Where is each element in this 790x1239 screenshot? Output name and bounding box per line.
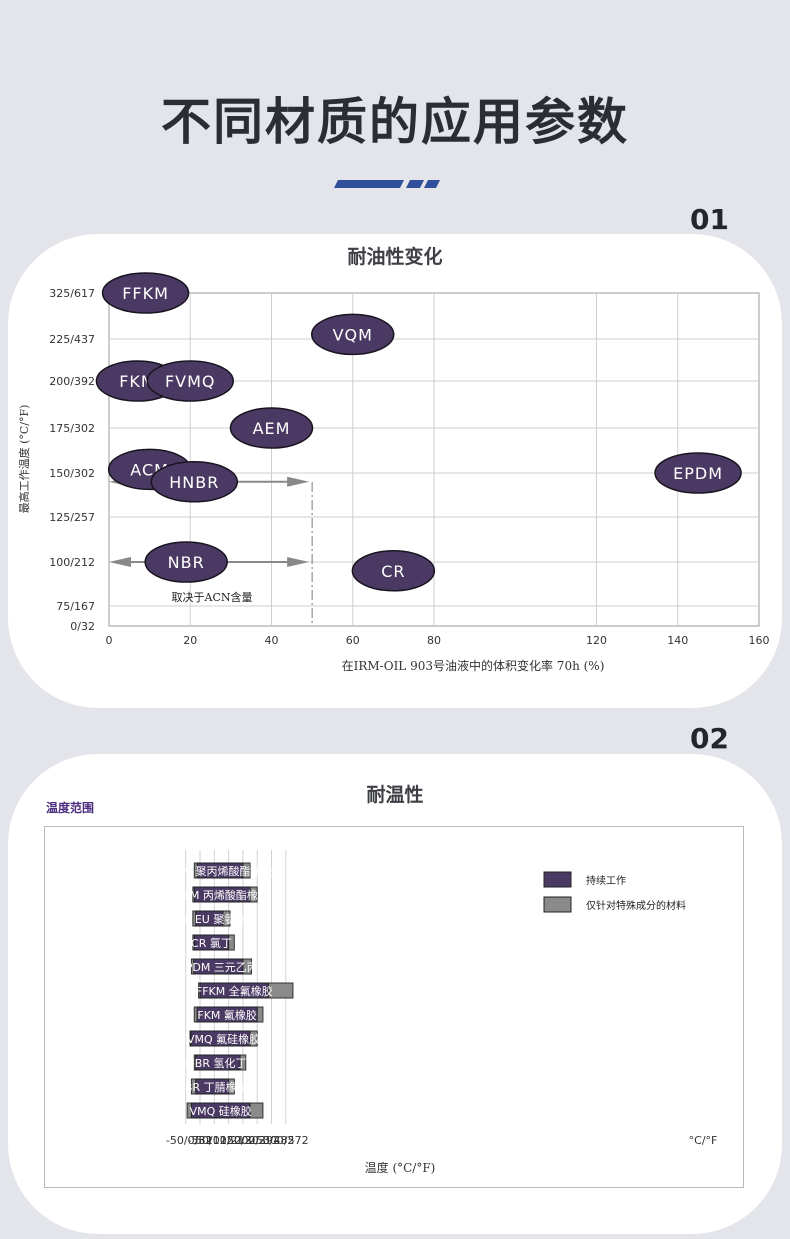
point-label-hnbr: HNBR: [169, 473, 219, 492]
x-unit-label: °C/°F: [689, 1134, 718, 1147]
bar-continuous-range: [193, 958, 244, 975]
point-bubble-cr: [351, 550, 436, 592]
point-label-ffkm: FFKM: [122, 284, 169, 303]
bar-continuous-range: [196, 862, 244, 879]
point-label-vqm: VQM: [333, 325, 373, 344]
bar-label: AU, EU 聚氨酯: [172, 913, 246, 926]
x-tick-label: -50/-58: [166, 1134, 206, 1147]
acn-annotation: 取决于ACN含量: [172, 590, 253, 604]
y-tick-label: 100/212: [49, 556, 95, 569]
oil-chart-title: 耐油性变化: [347, 246, 443, 268]
x-tick-label: 140: [667, 634, 688, 647]
point-label-cr: CR: [381, 562, 405, 581]
bar-continuous-range: [195, 1078, 230, 1095]
bar-continuous-range: [190, 1102, 251, 1119]
x-tick-label: 0: [106, 634, 113, 647]
y-tick-label: 200/392: [49, 375, 95, 388]
point-label-epdm: EPDM: [673, 464, 723, 483]
bar-label: VMQ 硅橡胶: [190, 1104, 252, 1118]
bar-continuous-range: [195, 1054, 241, 1071]
x-tick-label: 60: [346, 634, 360, 647]
temperature-chart: -50/-580/3250/122100/212150/302200/39225…: [166, 850, 718, 1175]
x-tick-label: 20: [183, 634, 197, 647]
x-tick-label: 160: [749, 634, 770, 647]
legend-label-special: 仅针对特殊成分的材料: [586, 899, 686, 912]
point-bubble-ffkm: [101, 272, 190, 314]
y-tick-label: 175/302: [49, 422, 95, 435]
range-arrow-right: [287, 557, 310, 567]
range-arrow-right: [287, 476, 310, 487]
legend-swatch-continuous: [543, 871, 572, 888]
x-tick-label: 120: [586, 634, 607, 647]
point-bubble-hnbr: [150, 461, 239, 503]
y-tick-label: 150/302: [49, 467, 95, 480]
y-tick-label: 0/32: [70, 620, 95, 633]
temperature-range-label: 温度范围: [46, 801, 95, 815]
temp-chart-frame: [44, 826, 744, 1188]
y-tick-label: 325/617: [49, 287, 95, 300]
bar-label: FVMQ 氟硅橡胶: [181, 1032, 261, 1046]
bar-continuous-range: [199, 982, 270, 999]
x-axis-label: 在IRM-OIL 903号油液中的体积变化率 70h (%): [342, 658, 605, 673]
bar-label: AEM 丙烯酸酯橡胶: [175, 888, 268, 902]
bar-label: FKM 氟橡胶: [197, 1008, 257, 1022]
bar-label: FFKM 全氟橡胶: [196, 984, 273, 998]
legend-label-continuous: 持续工作: [586, 874, 626, 887]
x-tick-label: 100/212: [206, 1134, 252, 1147]
x-tick-label: 300/572: [263, 1134, 309, 1147]
oil-resistance-card: 耐油性变化 0 20 40 60 80 120 140 160 0/32 75/167 100/21…: [8, 234, 782, 708]
y-axis-label: 最高工作温度 (°C/°F): [17, 405, 31, 514]
bar-label: EPDM 三元乙丙: [179, 961, 258, 974]
x-tick-label: 250/482: [249, 1134, 295, 1147]
point-bubble-aem: [229, 407, 314, 449]
oil-resistance-chart: 0 20 40 60 80 120 140 160 0/32 75/167 100/212 125/2…: [17, 272, 770, 673]
range-arrow-left: [109, 557, 131, 567]
bar-continuous-range: [196, 1006, 258, 1023]
point-bubble-fvmq: [146, 360, 234, 402]
bar-label: ACM 聚丙烯酸酯橡胶: [168, 864, 273, 878]
legend-swatch-special: [543, 896, 572, 913]
point-label-nbr: NBR: [168, 553, 205, 572]
bar-label: NBR 丁腈橡胶: [177, 1080, 248, 1094]
y-tick-label: 225/437: [49, 333, 95, 346]
point-bubble-vqm: [311, 313, 395, 356]
section-number-01: 01: [690, 203, 729, 236]
bar-label: CR 氯丁: [191, 936, 232, 950]
section-number-02: 02: [690, 722, 729, 755]
bar-continuous-range: [193, 886, 251, 903]
x-tick-label: 200/392: [234, 1134, 280, 1147]
point-label-fkm: FKM: [119, 372, 156, 391]
x-axis-label: 温度 (°C/°F): [365, 1160, 436, 1175]
bar-continuous-range: [195, 910, 224, 927]
bar-continuous-range: [193, 934, 230, 951]
point-bubble-nbr: [144, 541, 228, 583]
bar-continuous-range: [190, 1030, 251, 1047]
y-tick-label: 75/167: [56, 600, 95, 613]
x-tick-label: 40: [265, 634, 279, 647]
x-tick-label: 50/122: [195, 1134, 234, 1147]
point-bubble-epdm: [654, 452, 742, 494]
page-title: 不同材质的应用参数: [161, 93, 629, 151]
bar-label: HNBR 氢化丁腈: [178, 1056, 257, 1070]
x-tick-label: 150/302: [220, 1134, 266, 1147]
y-tick-label: 125/257: [49, 511, 95, 524]
x-tick-label: 0/32: [188, 1134, 213, 1147]
point-label-aem: AEM: [253, 419, 291, 438]
point-label-fvmq: FVMQ: [165, 372, 216, 391]
temperature-card: 耐温性 温度范围 -50/-58 0/32 50/122 100/212 150/302…: [8, 754, 782, 1234]
temp-chart-title: 耐温性: [366, 784, 424, 806]
title-decoration: [334, 180, 440, 188]
x-tick-label: 80: [427, 634, 441, 647]
